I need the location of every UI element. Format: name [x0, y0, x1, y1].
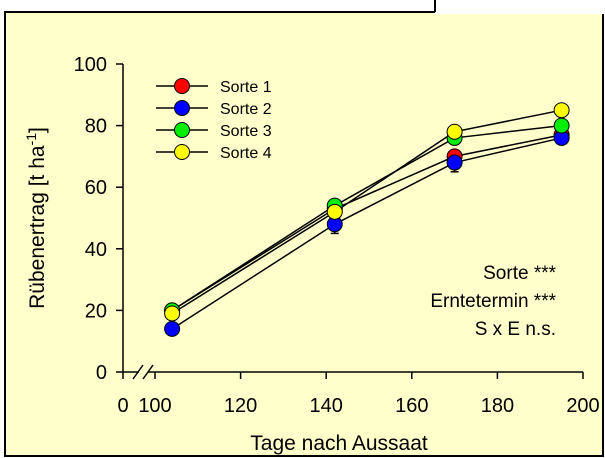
- y-tick-label: 0: [96, 362, 107, 384]
- legend-marker: [174, 122, 190, 138]
- legend: Sorte 1 Sorte 2 Sorte 3 Sorte 4: [156, 78, 272, 162]
- chart-frame: [4, 11, 604, 457]
- y-tick-label: 60: [85, 177, 107, 199]
- series-line: [171, 109, 562, 315]
- legend-label: Sorte 1: [220, 79, 272, 96]
- series-line: [171, 134, 562, 312]
- annotation-interaction: S x E n.s.: [475, 319, 556, 340]
- legend-label: Sorte 3: [220, 123, 272, 140]
- legend-marker: [174, 100, 190, 116]
- x-tick-label: 200: [566, 395, 599, 417]
- data-point: [553, 102, 570, 119]
- data-point: [446, 154, 463, 171]
- data-point: [553, 117, 570, 134]
- axes-layer: 0 20 40 60 80 100 0 100 120 140 160 180 200: [74, 54, 600, 417]
- x-tick-label: 100: [138, 395, 171, 417]
- y-tick-label: 20: [85, 300, 107, 322]
- legend-label: Sorte 2: [220, 101, 272, 118]
- y-tick-label: 100: [74, 54, 107, 76]
- y-axis-label-superscript: -1: [23, 133, 39, 146]
- data-point: [164, 305, 181, 322]
- legend-marker: [174, 78, 190, 94]
- x-tick-label: 140: [310, 395, 343, 417]
- data-point: [164, 320, 181, 337]
- legend-label: Sorte 4: [220, 145, 272, 162]
- frame-notch: [435, 0, 605, 14]
- legend-marker: [174, 144, 190, 160]
- annotation-sorte: Sorte ***: [483, 263, 556, 284]
- axis-break-mark-2: [142, 364, 154, 380]
- series-line: [171, 137, 562, 330]
- data-point: [326, 203, 343, 220]
- x-tick-label: 120: [224, 395, 257, 417]
- series-layer: [164, 102, 570, 337]
- y-tick-label: 80: [85, 116, 107, 138]
- x-tick-label: 160: [395, 395, 428, 417]
- x-tick-label: 0: [117, 395, 128, 417]
- y-tick-label: 40: [85, 239, 107, 261]
- x-tick-label: 180: [481, 395, 514, 417]
- axis-break-mark-1: [132, 364, 144, 380]
- x-axis-label: Tage nach Aussaat: [250, 432, 428, 455]
- y-axis-label: Rübenertrag [t ha-1]: [23, 127, 49, 309]
- annotations: Sorte *** Erntetermin *** S x E n.s.: [430, 263, 556, 340]
- annotation-erntetermin: Erntetermin ***: [430, 291, 556, 312]
- y-axis-label-main: Rübenertrag [t ha: [26, 145, 49, 309]
- y-axis-label-end: ]: [26, 127, 49, 133]
- data-point: [446, 123, 463, 140]
